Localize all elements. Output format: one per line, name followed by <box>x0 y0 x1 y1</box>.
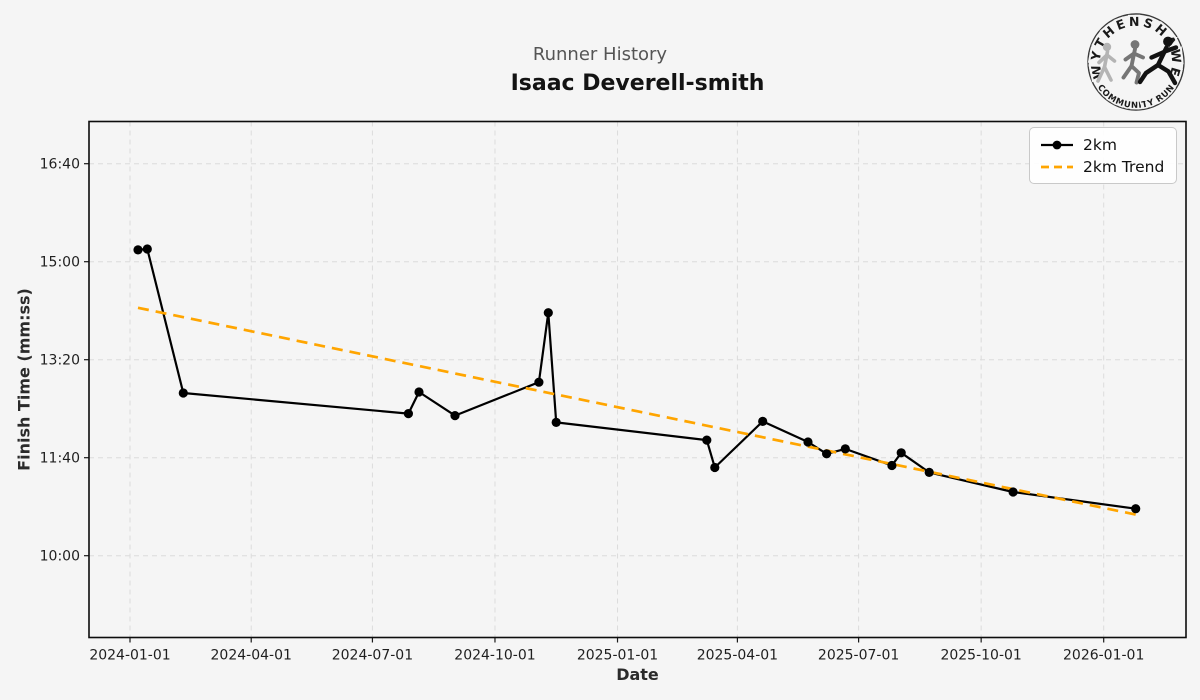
data-point-marker <box>1008 487 1018 497</box>
data-point-marker <box>534 377 544 387</box>
y-axis-label: Finish Time (mm:ss) <box>14 288 34 471</box>
x-tick-label: 2024-04-01 <box>211 648 292 664</box>
y-tick-label: 16:40 <box>40 157 80 173</box>
axis-layer: 2024-01-01 2024-04-01 2024-07-01 2024-10-01… <box>40 157 1145 664</box>
data-point-marker <box>758 416 768 426</box>
legend-trend-label: 2km Trend <box>1083 157 1165 176</box>
data-point-marker <box>887 460 897 471</box>
legend-2km-label: 2km <box>1083 135 1117 154</box>
sprinter-legs <box>1137 62 1178 86</box>
legend-item-2km: 2km <box>1039 136 1167 154</box>
logo-bottom-arc-text-wrap: COMMUNITY RUN <box>1095 83 1177 111</box>
x-tick-label: 2024-10-01 <box>454 648 535 664</box>
data-point-marker <box>543 308 553 318</box>
data-point-marker <box>710 462 720 473</box>
y-tick-label: 10:00 <box>40 549 80 565</box>
legend-item-2km-trend: 2km Trend <box>1039 158 1167 176</box>
walker-arms <box>1097 53 1117 65</box>
sprinter-head <box>1163 36 1173 47</box>
jogger-legs <box>1121 64 1141 85</box>
x-tick-label: 2026-01-01 <box>1063 648 1144 664</box>
y-tick-label: 11:40 <box>40 451 80 467</box>
walker-head <box>1102 42 1112 52</box>
data-point-marker <box>822 449 832 459</box>
data-point-marker <box>702 435 712 445</box>
data-point-marker <box>551 417 561 427</box>
legend: 2km 2km Trend <box>1029 127 1177 184</box>
logo-bottom-text: COMMUNITY RUN <box>1093 81 1178 112</box>
data-point-marker <box>178 388 188 398</box>
data-point-marker <box>142 244 152 254</box>
chart-title: Isaac Deverell-smith <box>510 71 765 96</box>
data-point-marker <box>133 245 143 255</box>
data-point-marker <box>840 444 850 454</box>
plot-border <box>88 120 1187 639</box>
data-point-marker <box>450 411 460 421</box>
legend-2km-line-sample <box>1041 140 1073 149</box>
data-point-marker <box>1131 504 1141 514</box>
trend-line-2km <box>137 306 1136 516</box>
x-tick-label: 2025-01-01 <box>577 648 658 664</box>
data-point-marker <box>414 387 424 397</box>
x-tick-label: 2024-07-01 <box>332 648 413 664</box>
jogger-torso <box>1129 47 1137 68</box>
x-axis-label: Date <box>616 665 659 684</box>
legend-trend-line-sample <box>1041 165 1073 168</box>
runner-silhouette-sprinter <box>1137 36 1179 86</box>
x-tick-label: 2025-10-01 <box>940 648 1021 664</box>
walker-legs <box>1096 65 1113 83</box>
jogger-arms <box>1123 51 1145 62</box>
legend-2km-marker <box>1052 140 1062 149</box>
runner-silhouette-jogger <box>1121 40 1145 85</box>
x-tick-label: 2025-04-01 <box>697 648 778 664</box>
data-point-marker <box>924 467 934 477</box>
jogger-head <box>1130 40 1140 49</box>
data-point-marker <box>896 448 906 458</box>
grid-layer <box>89 121 1186 638</box>
sprinter-arms <box>1149 45 1179 60</box>
data-point-marker <box>403 409 413 419</box>
club-logo: WYTHENSHAWE COMMUNITY RUN <box>1085 12 1185 113</box>
y-tick-label: 13:20 <box>40 353 80 369</box>
series-line-2km <box>137 247 1136 510</box>
data-point-marker <box>803 437 813 447</box>
x-tick-label: 2024-01-01 <box>89 648 170 664</box>
logo-circle <box>1087 13 1185 111</box>
x-tick-label: 2025-07-01 <box>818 648 899 664</box>
data-layer <box>133 244 1141 516</box>
runner-silhouette-walker <box>1096 42 1117 83</box>
chart-suptitle: Runner History <box>532 44 668 65</box>
y-tick-label: 15:00 <box>40 255 80 271</box>
